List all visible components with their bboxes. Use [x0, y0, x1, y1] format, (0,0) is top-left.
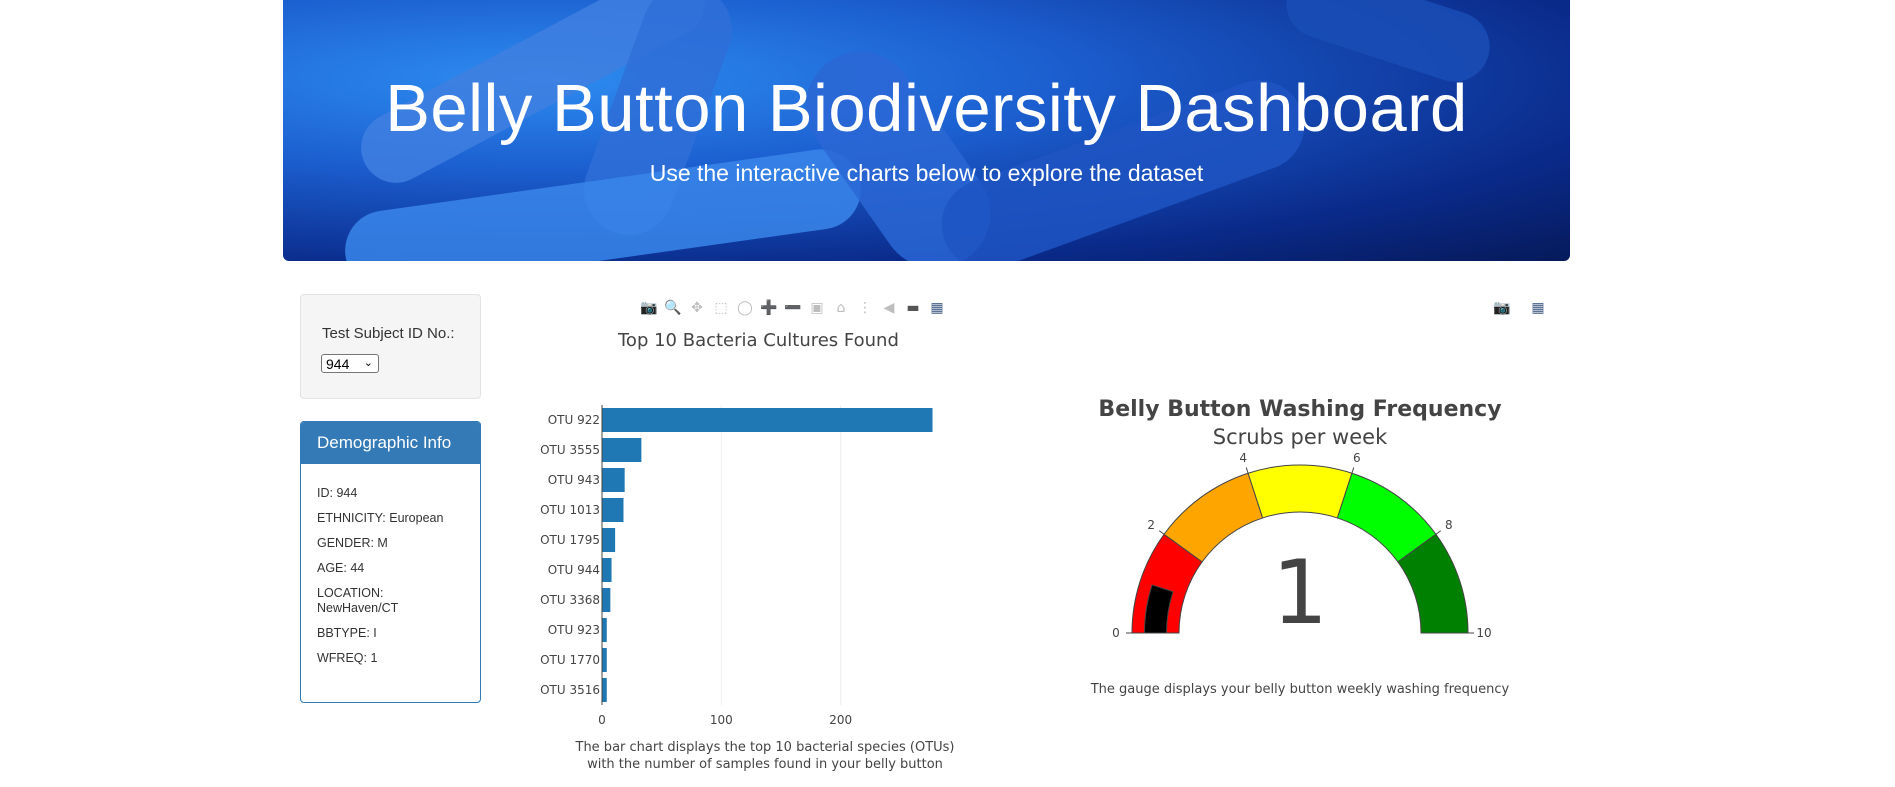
y-tick-label: OTU 1795 [540, 533, 600, 547]
subject-id-select[interactable]: 944 ⌄ [321, 354, 379, 373]
bar-chart-caption: The bar chart displays the top 10 bacter… [540, 739, 990, 773]
demographic-panel-body: ID: 944 ETHNICITY: European GENDER: M AG… [301, 464, 480, 666]
bar [602, 498, 624, 522]
gauge-subtitle: Scrubs per week [1213, 425, 1388, 449]
reset-axes-icon[interactable]: ⌂ [836, 300, 846, 316]
gauge-caption: The gauge displays your belly button wee… [1090, 682, 1510, 697]
zoom-icon[interactable]: 🔍 [664, 300, 682, 316]
gauge-chart: Belly Button Washing Frequency Scrubs per… [1098, 397, 1501, 644]
header-jumbotron: Belly Button Biodiversity Dashboard Use … [283, 0, 1570, 261]
y-tick-label: OTU 3555 [540, 443, 600, 457]
plotly-logo-icon[interactable]: ▦ [1531, 300, 1545, 316]
gauge-tick [1351, 467, 1355, 474]
box-select-icon[interactable]: ⬚ [714, 300, 728, 316]
demographic-panel-heading: Demographic Info [301, 422, 480, 464]
gauge-chart-modebar: 📷 ▦ [1490, 298, 1550, 318]
y-tick-label: OTU 1770 [540, 653, 600, 667]
demo-id: ID: 944 [317, 486, 358, 500]
bar [602, 588, 611, 612]
bar [602, 528, 616, 552]
chevron-down-icon: ⌄ [363, 357, 373, 369]
spike-lines-icon[interactable]: ⋮ [858, 300, 872, 316]
demographic-panel: Demographic Info ID: 944 ETHNICITY: Euro… [300, 421, 481, 703]
y-tick-label: OTU 1013 [540, 503, 600, 517]
y-tick-label: OTU 3516 [540, 683, 600, 697]
subject-id-value: 944 [326, 355, 350, 372]
gauge-tick-label: 0 [1112, 626, 1120, 640]
subject-id-label: Test Subject ID No.: [322, 325, 455, 342]
x-tick-label: 100 [710, 713, 733, 725]
subject-selector-well: Test Subject ID No.: 944 ⌄ [300, 294, 481, 399]
lasso-select-icon[interactable]: ◯ [737, 300, 753, 316]
camera-icon[interactable]: 📷 [640, 300, 658, 316]
bar-chart-title: Top 10 Bacteria Cultures Found [618, 330, 899, 351]
gauge-step [1397, 533, 1469, 634]
bar-chart: 0 100 200 OTU 922 OTU 3555 OTU 943 OTU 1013 OTU… [540, 405, 933, 725]
bar-caption-line-2: with the number of samples found in your… [587, 757, 943, 772]
y-tick-label: OTU 3368 [540, 593, 600, 607]
demo-gender: GENDER: M [317, 536, 388, 550]
demo-ethnicity: ETHNICITY: European [317, 511, 444, 525]
autoscale-icon[interactable]: ▣ [810, 300, 824, 316]
x-tick-label: 200 [829, 713, 852, 725]
gauge-step [1247, 464, 1353, 519]
bar-chart-modebar: 📷 🔍 ✥ ⬚ ◯ ➕ ➖ ▣ ⌂ ⋮ ◀ ▬ ▦ [637, 298, 949, 318]
camera-icon[interactable]: 📷 [1493, 300, 1511, 316]
bar [602, 468, 625, 492]
zoom-out-icon[interactable]: ➖ [784, 300, 802, 316]
pan-icon[interactable]: ✥ [691, 300, 703, 316]
gauge-tick-label: 10 [1476, 626, 1491, 640]
gauge-tick-label: 4 [1239, 451, 1247, 465]
demo-bbtype: BBTYPE: I [317, 626, 377, 640]
demo-age: AGE: 44 [317, 561, 365, 575]
gauge-tick [1158, 530, 1165, 535]
y-tick-label: OTU 943 [548, 473, 600, 487]
demo-location: LOCATION: NewHaven/CT [317, 586, 399, 615]
y-tick-label: OTU 944 [548, 563, 600, 577]
zoom-in-icon[interactable]: ➕ [760, 300, 778, 316]
y-tick-label: OTU 922 [548, 413, 600, 427]
bar [602, 648, 607, 672]
hover-closest-icon[interactable]: ◀ [883, 300, 895, 316]
page-subtitle: Use the interactive charts below to expl… [649, 160, 1204, 186]
hover-compare-icon[interactable]: ▬ [906, 300, 920, 316]
x-tick-label: 0 [598, 713, 606, 725]
gauge-value-bar [1143, 584, 1174, 634]
gauge-value: 1 [1272, 541, 1328, 644]
bar [602, 558, 612, 582]
gauge-tick-label: 8 [1445, 518, 1453, 532]
plotly-logo-icon[interactable]: ▦ [930, 300, 944, 316]
gauge-tick-label: 6 [1353, 451, 1361, 465]
page-title: Belly Button Biodiversity Dashboard [385, 71, 1468, 146]
gauge-tick [1435, 530, 1442, 535]
gauge-title: Belly Button Washing Frequency [1098, 397, 1501, 422]
gauge-tick-label: 2 [1147, 518, 1155, 532]
bar [602, 408, 933, 432]
demo-wfreq: WFREQ: 1 [317, 651, 378, 665]
gauge-tick [1245, 467, 1249, 474]
bar [602, 438, 642, 462]
bar [602, 678, 607, 702]
bar [602, 618, 607, 642]
y-tick-label: OTU 923 [548, 623, 600, 637]
bar-caption-line-1: The bar chart displays the top 10 bacter… [575, 740, 955, 755]
